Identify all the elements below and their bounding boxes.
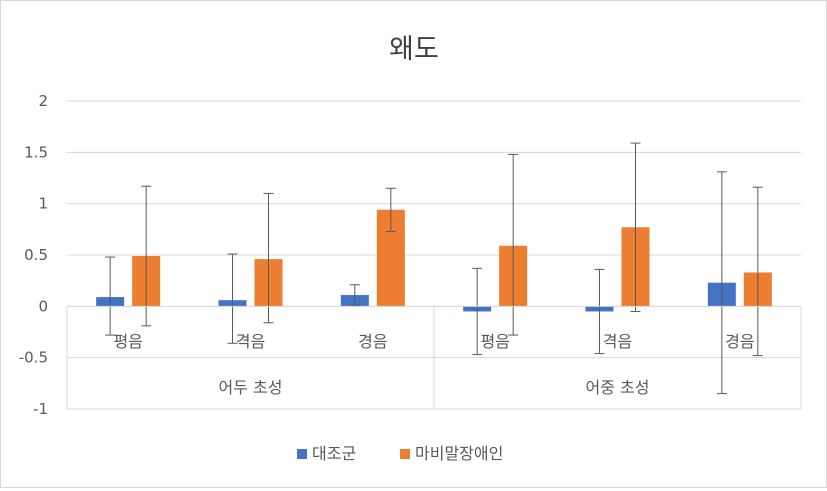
legend-swatch-dysarthria (400, 449, 410, 459)
x-tick-label: 평음 (480, 332, 509, 351)
group-label: 어두 초성 (219, 378, 283, 397)
x-tick-label: 평음 (113, 332, 142, 351)
x-tick-label: 경음 (358, 332, 387, 351)
legend: 대조군 마비말장애인 (297, 444, 503, 463)
y-tick-label: 0 (38, 297, 48, 315)
chart-title: 왜도 (389, 34, 439, 65)
y-tick-label: 1.5 (24, 143, 48, 161)
x-tick-label: 격음 (236, 332, 265, 351)
y-tick-label: 0.5 (24, 246, 48, 264)
y-tick-label: 2 (38, 92, 48, 110)
error-bars (105, 142, 763, 395)
legend-label-dysarthria: 마비말장애인 (415, 444, 503, 463)
x-tick-label: 격음 (603, 332, 632, 351)
y-tick-label: -1 (33, 400, 48, 418)
y-axis: -1 -0.5 0 0.5 1 1.5 2 (19, 92, 48, 418)
bars (96, 209, 772, 312)
group-label: 어중 초성 (586, 378, 650, 397)
legend-swatch-control (297, 449, 307, 459)
x-tick-label: 경음 (725, 332, 754, 351)
y-tick-label: -0.5 (19, 349, 48, 367)
y-tick-label: 1 (38, 195, 48, 213)
legend-label-control: 대조군 (312, 444, 356, 463)
